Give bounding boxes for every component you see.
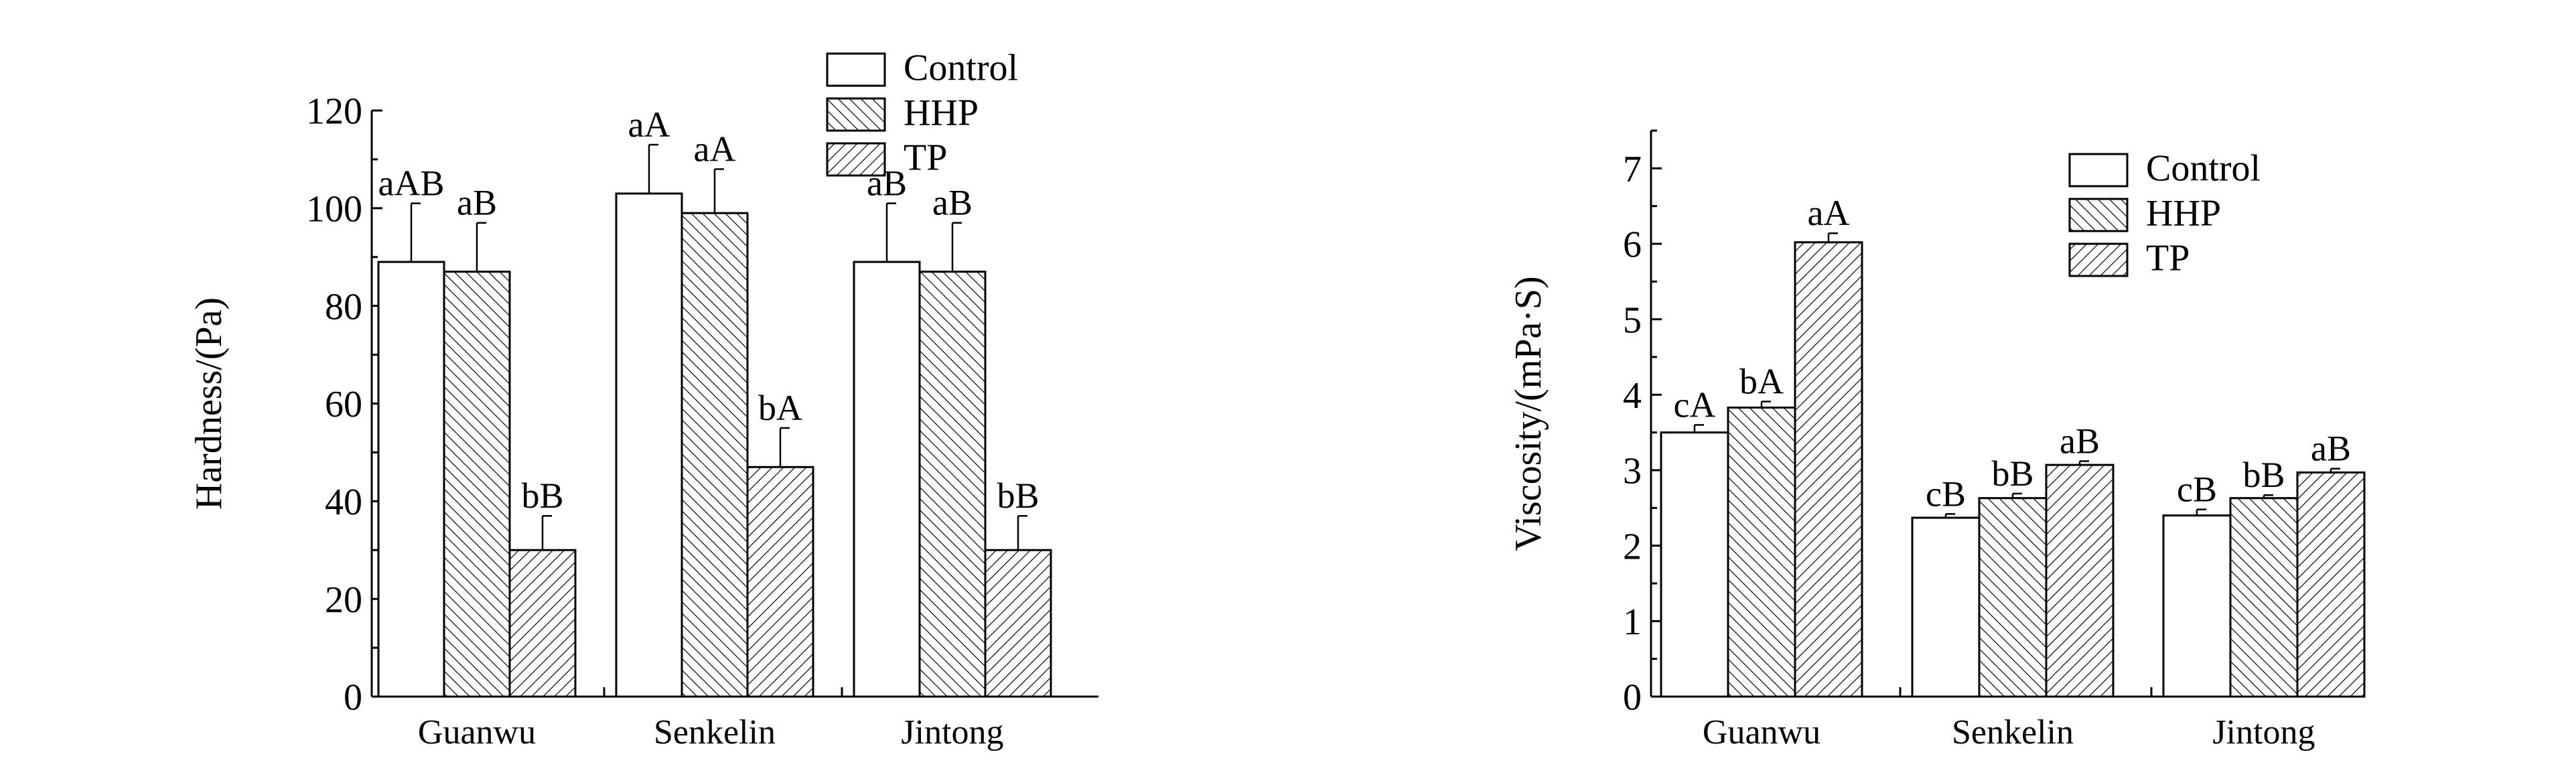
viscosity-legend-swatch-control	[2068, 153, 2129, 188]
hardness-y-tick-label: 20	[325, 579, 362, 621]
viscosity-bar-tp-senkelin	[2045, 464, 2115, 698]
viscosity-legend-label-control: Control	[2146, 147, 2261, 189]
hardness-y-tick-label: 0	[344, 677, 362, 719]
hardness-bar-tp-guanwu	[508, 549, 577, 698]
hardness-data-label: aA	[628, 104, 670, 145]
hardness-legend-swatch-tp	[826, 142, 886, 177]
hardness-bar-tp-jintong	[984, 549, 1052, 698]
hardness-data-label: bB	[997, 476, 1039, 516]
viscosity-y-tick-label: 5	[1623, 299, 1642, 341]
hardness-bar-hhp-guanwu	[443, 271, 511, 698]
viscosity-legend-swatch-tp	[2068, 242, 2129, 277]
viscosity-y-tick-label: 4	[1623, 375, 1642, 417]
hardness-legend-swatch-hhp	[826, 97, 886, 132]
hardness-legend-label-control: Control	[904, 47, 1018, 88]
hardness-y-tick-label: 60	[325, 384, 362, 425]
viscosity-chart: 0 1 2 3 4 5 6 7 Viscosity/(mPa·S) cA bA aA Guanwu cB b…	[1508, 129, 2366, 752]
hardness-bar-control-senkelin	[615, 192, 683, 698]
viscosity-data-label: bA	[1739, 361, 1784, 401]
hardness-data-label: aB	[932, 183, 973, 223]
viscosity-legend-label-tp: TP	[2146, 237, 2190, 279]
hardness-chart: 0 20 40 60 80 100 120 Hardness/(Pa) aAB aB bB Guanw…	[188, 47, 1098, 752]
viscosity-bar-control-senkelin	[1911, 516, 1981, 698]
hardness-bar-hhp-senkelin	[681, 212, 749, 698]
viscosity-bar-tp-jintong	[2296, 471, 2366, 698]
hardness-x-tick-label: Guanwu	[418, 713, 536, 752]
viscosity-y-tick-label: 2	[1623, 526, 1642, 567]
hardness-data-label: aA	[694, 129, 736, 169]
viscosity-data-label: cB	[2177, 470, 2217, 510]
viscosity-data-label: cA	[1674, 384, 1716, 425]
hardness-legend-label-tp: TP	[904, 137, 947, 178]
viscosity-y-tick-label: 1	[1623, 601, 1642, 643]
viscosity-y-tick-label: 7	[1623, 149, 1642, 190]
viscosity-bar-hhp-jintong	[2229, 497, 2299, 698]
hardness-data-label: bB	[521, 476, 563, 516]
viscosity-bar-control-guanwu	[1660, 431, 1729, 698]
viscosity-y-axis-label: Viscosity/(mPa·S)	[1508, 276, 1549, 551]
viscosity-x-tick-label: Guanwu	[1703, 713, 1820, 752]
hardness-legend-label-hhp: HHP	[904, 92, 979, 133]
viscosity-data-label: cB	[1926, 474, 1966, 514]
hardness-y-tick-label: 40	[325, 482, 362, 523]
hardness-bar-control-guanwu	[377, 261, 445, 698]
hardness-x-tick-label: Jintong	[901, 713, 1003, 752]
viscosity-x-tick-label: Jintong	[2212, 713, 2315, 752]
viscosity-legend-swatch-hhp	[2068, 198, 2129, 232]
viscosity-y-tick-label: 0	[1623, 677, 1642, 719]
hardness-y-axis-label: Hardness/(Pa)	[188, 297, 230, 510]
hardness-y-tick-label: 100	[306, 188, 362, 230]
viscosity-bar-hhp-senkelin	[1978, 497, 2048, 698]
hardness-data-label: aAB	[378, 163, 445, 204]
viscosity-bar-tp-guanwu	[1794, 241, 1863, 698]
viscosity-data-label: bB	[2242, 455, 2285, 495]
viscosity-bar-control-jintong	[2162, 514, 2232, 698]
hardness-legend-swatch-control	[826, 52, 886, 87]
viscosity-bar-hhp-guanwu	[1727, 406, 1796, 698]
hardness-y-tick-label: 120	[306, 91, 362, 133]
viscosity-y-tick-label: 6	[1623, 224, 1642, 266]
viscosity-data-label: bB	[1991, 453, 2033, 494]
hardness-bar-hhp-jintong	[918, 271, 987, 698]
viscosity-data-label: aA	[1808, 193, 1850, 233]
hardness-data-label: aB	[457, 183, 497, 223]
hardness-data-label: bA	[758, 388, 802, 428]
hardness-bar-tp-senkelin	[746, 466, 814, 698]
viscosity-legend-label-hhp: HHP	[2146, 192, 2221, 234]
viscosity-x-tick-label: Senkelin	[1952, 713, 2074, 752]
viscosity-y-tick-label: 3	[1623, 451, 1642, 492]
hardness-bar-control-jintong	[853, 261, 921, 698]
viscosity-data-label: aB	[2311, 429, 2351, 469]
viscosity-data-label: aB	[2060, 421, 2100, 461]
hardness-y-tick-label: 80	[325, 286, 362, 328]
hardness-x-tick-label: Senkelin	[654, 713, 776, 752]
